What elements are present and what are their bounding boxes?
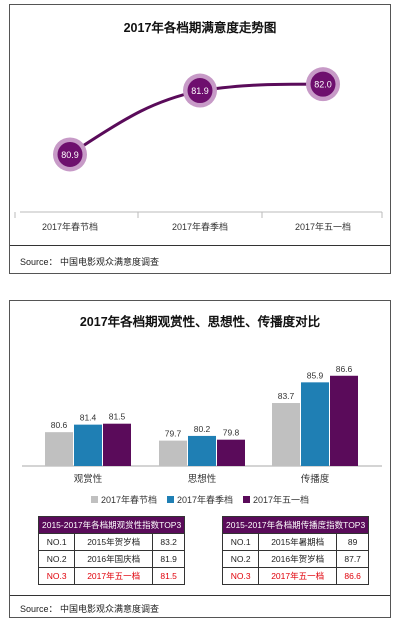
period-cell: 2017年五一档 bbox=[258, 567, 338, 585]
line-chart-source: Source： 中国电影观众满意度调查 bbox=[20, 257, 160, 267]
spread-top3-table: 2015-2017年各档期传播度指数TOP3 NO.1 2015年暑期档 89 … bbox=[221, 516, 370, 585]
period-cell: 2016年贺岁档 bbox=[258, 550, 338, 568]
bar-value-label: 86.6 bbox=[336, 364, 353, 374]
rank-cell: NO.1 bbox=[37, 533, 76, 551]
x-tick-label: 观赏性 bbox=[74, 473, 103, 485]
score-cell: 81.5 bbox=[152, 567, 186, 585]
bar bbox=[159, 440, 187, 466]
comparison-panel: 2017年各档期观赏性、思想性、传播度对比 80.6 81.4 81.5 观赏性 79.… bbox=[9, 300, 391, 618]
period-cell: 2016年国庆档 bbox=[74, 550, 154, 568]
x-tick-label: 2017年春季档 bbox=[172, 221, 228, 232]
score-cell: 89 bbox=[336, 533, 370, 551]
bar bbox=[330, 375, 358, 466]
data-point bbox=[310, 71, 336, 97]
x-tick-label: 思想性 bbox=[188, 473, 217, 485]
bar-value-label: 79.8 bbox=[223, 428, 240, 438]
data-point bbox=[187, 78, 213, 104]
table-row: NO.2 2016年国庆档 81.9 bbox=[37, 550, 186, 568]
data-label: 80.9 bbox=[61, 150, 79, 160]
bar-value-label: 80.2 bbox=[194, 424, 211, 434]
legend-label-spring-festival: 2017年春节档 bbox=[100, 495, 157, 505]
bar bbox=[103, 423, 131, 466]
bar-value-label: 83.7 bbox=[278, 391, 295, 401]
period-cell: 2015年贺岁档 bbox=[74, 533, 154, 551]
bar bbox=[301, 382, 329, 466]
x-tick-label: 2017年五一档 bbox=[295, 221, 351, 232]
viewing-top3-table: 2015-2017年各档期观赏性指数TOP3 NO.1 2015年贺岁档 83.… bbox=[37, 516, 186, 585]
rank-cell: NO.3 bbox=[221, 567, 260, 585]
legend-swatch-may-day bbox=[243, 496, 251, 503]
bar-value-label: 79.7 bbox=[165, 429, 182, 439]
period-cell: 2017年五一档 bbox=[74, 567, 154, 585]
bar-chart-source: Source： 中国电影观众满意度调查 bbox=[20, 604, 160, 614]
bar bbox=[272, 403, 300, 466]
legend-item-spring-season: 2017年春季档 bbox=[166, 493, 234, 506]
table-row: NO.1 2015年暑期档 89 bbox=[221, 533, 370, 551]
viewing-top3-title: 2015-2017年各档期观赏性指数TOP3 bbox=[37, 516, 186, 534]
line-chart-title: 2017年各档期满意度走势图 bbox=[123, 21, 277, 35]
bar-chart-separator bbox=[10, 595, 390, 596]
legend-swatch-spring-festival bbox=[90, 496, 98, 503]
bar-value-label: 81.5 bbox=[109, 412, 126, 422]
bar-chart-title: 2017年各档期观赏性、思想性、传播度对比 bbox=[79, 315, 321, 329]
table-row-highlight: NO.3 2017年五一档 86.6 bbox=[221, 567, 370, 585]
data-label: 82.0 bbox=[314, 80, 332, 90]
bar bbox=[74, 424, 102, 466]
legend-item-spring-festival: 2017年春节档 bbox=[90, 493, 157, 506]
table-row: NO.2 2016年贺岁档 87.7 bbox=[221, 550, 370, 568]
bar-value-label: 85.9 bbox=[307, 370, 324, 380]
rank-cell: NO.3 bbox=[37, 567, 76, 585]
x-tick-label: 传播度 bbox=[301, 473, 330, 485]
bar-value-label: 81.4 bbox=[80, 413, 97, 423]
score-cell: 87.7 bbox=[336, 550, 370, 568]
spread-top3-title: 2015-2017年各档期传播度指数TOP3 bbox=[221, 516, 370, 534]
score-cell: 81.9 bbox=[152, 550, 186, 568]
bar-chart: 80.6 81.4 81.5 观赏性 79.7 80.2 79.8 思想性 83.7 85.9 86… bbox=[22, 364, 382, 485]
data-label: 81.9 bbox=[191, 86, 209, 96]
table-row-highlight: NO.3 2017年五一档 81.5 bbox=[37, 567, 186, 585]
bar bbox=[217, 439, 245, 466]
table-row: NO.1 2015年贺岁档 83.2 bbox=[37, 533, 186, 551]
line-chart-separator bbox=[10, 245, 390, 246]
bar bbox=[45, 432, 73, 466]
legend-item-may-day: 2017年五一档 bbox=[243, 493, 309, 506]
x-tick-label: 2017年春节档 bbox=[42, 221, 98, 232]
data-point bbox=[57, 141, 83, 167]
rank-cell: NO.2 bbox=[221, 550, 260, 568]
score-cell: 86.6 bbox=[336, 567, 370, 585]
bar bbox=[188, 435, 216, 466]
score-cell: 83.2 bbox=[152, 533, 186, 551]
legend-label-spring-season: 2017年春季档 bbox=[176, 495, 234, 505]
rank-cell: NO.1 bbox=[221, 533, 260, 551]
bar-chart-legend: 2017年春节档 2017年春季档 2017年五一档 bbox=[10, 493, 390, 506]
legend-swatch-spring-season bbox=[166, 496, 174, 503]
line-chart: 80.9 81.9 82.0 2017年春节档 2017年春季档 2017年五一档 bbox=[14, 67, 383, 232]
bar-value-label: 80.6 bbox=[51, 420, 68, 430]
period-cell: 2015年暑期档 bbox=[258, 533, 338, 551]
legend-label-may-day: 2017年五一档 bbox=[253, 495, 310, 505]
satisfaction-trend-panel: 2017年各档期满意度走势图 80.9 81.9 82.0 2017年春节档 2017年… bbox=[9, 4, 391, 274]
rank-cell: NO.2 bbox=[37, 550, 76, 568]
